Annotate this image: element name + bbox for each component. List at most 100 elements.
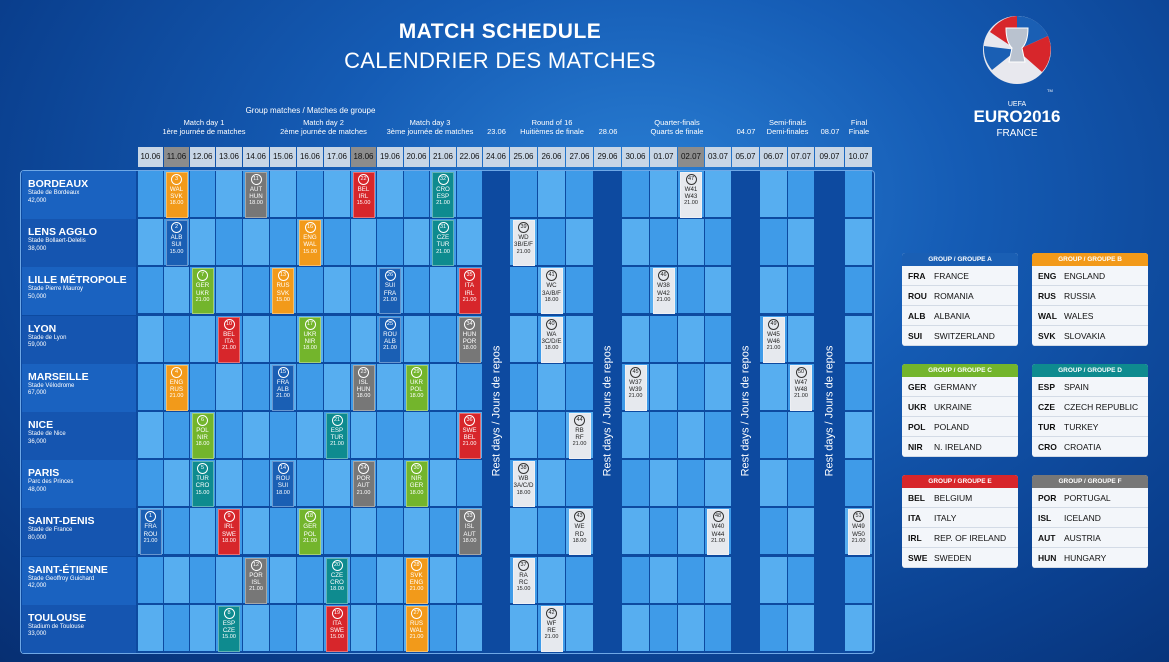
- match-42[interactable]: 42 WF RE 21.00: [540, 605, 563, 652]
- match-45[interactable]: 45 W37 W39 21.00: [624, 364, 647, 411]
- match-10[interactable]: 10 BEL ITA 21.00: [218, 316, 240, 363]
- grid-cell: [164, 604, 189, 651]
- match-26[interactable]: 26 SUI FRA 21.00: [379, 268, 401, 315]
- match-25[interactable]: 25 ROU ALB 21.00: [379, 316, 401, 363]
- grid-cell: [760, 556, 787, 603]
- match-47[interactable]: 47 W41 W43 21.00: [680, 172, 702, 218]
- grid-cell: [377, 460, 403, 507]
- date-22-06: 22.06: [457, 147, 482, 167]
- match-44[interactable]: 44 RB RF 21.00: [568, 413, 591, 459]
- match-9[interactable]: 9 IRL SWE 18.00: [218, 509, 240, 556]
- match-48[interactable]: 48 W40 W44 21.00: [707, 509, 729, 556]
- match-19[interactable]: 19 ITA SWE 15.00: [326, 605, 348, 652]
- match-18[interactable]: 18 GER POL 21.00: [299, 509, 321, 556]
- match-32[interactable]: 32 CRO ESP 21.00: [432, 172, 454, 218]
- team-code: CRO: [1038, 442, 1057, 452]
- team-a: ITA: [332, 619, 342, 627]
- team-b: SVK: [276, 289, 290, 297]
- match-number: 35: [464, 270, 475, 282]
- team-b: 3C/D/E: [541, 337, 562, 345]
- match-27[interactable]: 27 RUS WAL 21.00: [405, 605, 428, 652]
- match-23[interactable]: 23 ISL HUN 18.00: [352, 364, 375, 411]
- match-number: 45: [630, 366, 641, 378]
- grid-cell: [216, 171, 242, 217]
- team-a: HUN: [462, 330, 477, 338]
- match-4[interactable]: 4 ENG RUS 21.00: [165, 364, 188, 411]
- match-30[interactable]: 30 NIR GER 18.00: [405, 461, 428, 508]
- match-35[interactable]: 35 ITA IRL 21.00: [458, 268, 481, 315]
- match-31[interactable]: 31 CZE TUR 21.00: [432, 220, 454, 267]
- match-43[interactable]: 43 WE RD 18.00: [568, 509, 591, 556]
- match-6[interactable]: 6 POL NIR 18.00: [191, 413, 214, 459]
- match-11[interactable]: 11 AUT HUN 18.00: [245, 172, 267, 218]
- venue-name: SAINT-DENIS: [28, 515, 95, 528]
- match-2[interactable]: 2 ALB SUI 15.00: [165, 220, 188, 267]
- match-5[interactable]: 5 TUR CRO 15.00: [191, 461, 214, 508]
- match-17[interactable]: 17 UKR NIR 18.00: [299, 316, 321, 363]
- match-36[interactable]: 36 SWE BEL 21.00: [458, 413, 481, 459]
- grid-cell: [566, 267, 593, 314]
- team-b: ISL: [251, 578, 261, 586]
- match-8[interactable]: 8 ESP CZE 15.00: [218, 605, 240, 652]
- kickoff-time: 21.00: [628, 393, 643, 400]
- grid-cell: [138, 219, 163, 266]
- match-21[interactable]: 21 ESP TUR 21.00: [326, 413, 348, 459]
- match-40[interactable]: 40 WA 3C/D/E 18.00: [540, 316, 563, 363]
- kickoff-time: 15.00: [356, 200, 371, 207]
- match-12[interactable]: 12 POR ISL 21.00: [245, 557, 267, 604]
- match-number: 24: [358, 463, 369, 475]
- grid-cell: [457, 460, 482, 507]
- group-team-row: ALB ALBANIA: [902, 306, 1018, 326]
- kickoff-time: 18.00: [222, 537, 236, 544]
- kickoff-time: 21.00: [766, 345, 781, 351]
- match-1[interactable]: 1 FRA ROU 21.00: [139, 509, 162, 556]
- match-24[interactable]: 24 POR AUT 21.00: [352, 461, 375, 508]
- match-number: 14: [277, 463, 289, 475]
- kickoff-time: 21.00: [222, 345, 236, 351]
- rest-days-label: Rest days / Jours de repos: [601, 345, 614, 477]
- match-46[interactable]: 46 W38 W42 21.00: [652, 268, 675, 315]
- grid-cell: [457, 604, 482, 651]
- match-50[interactable]: 50 W47 W48 21.00: [790, 364, 812, 411]
- match-41[interactable]: 41 WC 3A/B/F 18.00: [540, 268, 563, 315]
- team-code: WAL: [1038, 311, 1057, 321]
- team-code: ENG: [1038, 271, 1057, 281]
- match-20[interactable]: 20 CZE CRO 18.00: [326, 557, 348, 604]
- team-a: WA: [546, 330, 557, 338]
- match-37[interactable]: 37 RA RC 15.00: [512, 557, 535, 604]
- team-name: FRANCE: [934, 271, 969, 281]
- match-28[interactable]: 28 SVK ENG 21.00: [405, 557, 428, 604]
- venue-name: LENS AGGLO: [28, 226, 98, 239]
- team-a: RA: [519, 571, 528, 579]
- grid-cell: [297, 460, 323, 507]
- grid-cell: [243, 267, 269, 314]
- grid-cell: [297, 267, 323, 314]
- match-29[interactable]: 29 UKR POL 18.00: [405, 364, 428, 411]
- match-51[interactable]: 51 W49 W50 21.00: [847, 509, 870, 556]
- match-3[interactable]: 3 WAL SVK 18.00: [165, 172, 188, 218]
- group-team-row: ESP SPAIN: [1032, 377, 1148, 397]
- venue-stadium: Parc des Princes: [28, 479, 74, 486]
- team-a: UKR: [409, 378, 424, 386]
- match-14[interactable]: 14 ROU SUI 18.00: [272, 461, 294, 508]
- grid-cell: [678, 219, 704, 266]
- match-22[interactable]: 22 BEL IRL 15.00: [352, 172, 375, 218]
- match-13[interactable]: 13 RUS SVK 15.00: [272, 268, 294, 315]
- venue-capacity: 42,000: [28, 197, 47, 204]
- team-a: SWE: [462, 427, 477, 434]
- match-7[interactable]: 7 GER UKR 21.00: [191, 268, 214, 315]
- team-b: W39: [629, 386, 642, 393]
- match-16[interactable]: 16 ENG WAL 15.00: [299, 220, 321, 267]
- match-39[interactable]: 39 WD 3B/E/F 21.00: [512, 220, 535, 267]
- match-number: 17: [304, 318, 316, 330]
- team-a: BEL: [223, 330, 235, 338]
- match-34[interactable]: 34 HUN POR 18.00: [458, 316, 481, 363]
- team-a: SVK: [410, 571, 423, 579]
- match-49[interactable]: 49 W45 W46 21.00: [762, 316, 785, 363]
- team-b: TUR: [330, 434, 344, 442]
- match-number: 11: [250, 174, 262, 185]
- match-33[interactable]: 33 ISL AUT 18.00: [458, 509, 481, 556]
- match-38[interactable]: 38 WB 3A/C/D 18.00: [512, 461, 535, 508]
- match-15[interactable]: 15 FRA ALB 21.00: [272, 364, 294, 411]
- team-b: POL: [303, 530, 317, 538]
